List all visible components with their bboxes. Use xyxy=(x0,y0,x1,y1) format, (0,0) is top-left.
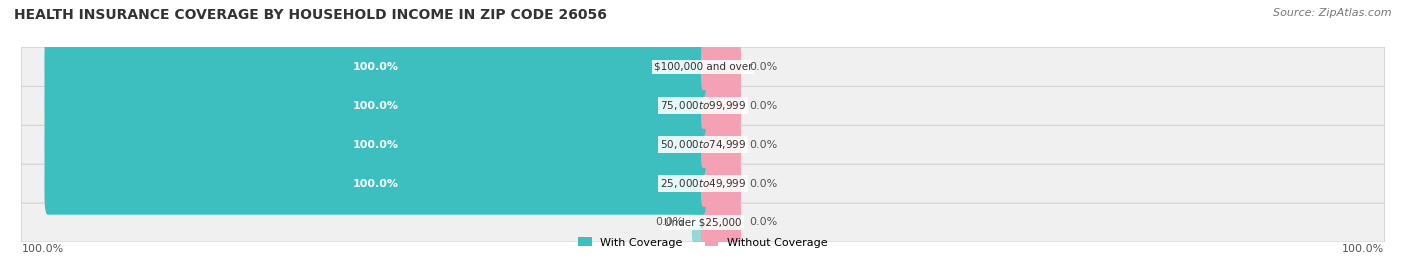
FancyBboxPatch shape xyxy=(45,75,706,137)
FancyBboxPatch shape xyxy=(702,199,741,246)
Text: 100.0%: 100.0% xyxy=(353,101,398,111)
FancyBboxPatch shape xyxy=(702,82,741,129)
FancyBboxPatch shape xyxy=(45,153,706,215)
Text: 100.0%: 100.0% xyxy=(353,179,398,189)
FancyBboxPatch shape xyxy=(21,164,1385,203)
Text: 0.0%: 0.0% xyxy=(749,179,778,189)
Text: 0.0%: 0.0% xyxy=(749,62,778,72)
FancyBboxPatch shape xyxy=(45,36,706,98)
Text: $50,000 to $74,999: $50,000 to $74,999 xyxy=(659,138,747,151)
Text: 0.0%: 0.0% xyxy=(749,140,778,150)
Text: 0.0%: 0.0% xyxy=(655,217,683,228)
FancyBboxPatch shape xyxy=(702,43,741,90)
Text: $25,000 to $49,999: $25,000 to $49,999 xyxy=(659,177,747,190)
FancyBboxPatch shape xyxy=(692,203,704,242)
Text: Source: ZipAtlas.com: Source: ZipAtlas.com xyxy=(1274,8,1392,18)
Text: Under $25,000: Under $25,000 xyxy=(664,217,742,228)
Text: $100,000 and over: $100,000 and over xyxy=(654,62,752,72)
FancyBboxPatch shape xyxy=(21,203,1385,242)
FancyBboxPatch shape xyxy=(21,86,1385,125)
FancyBboxPatch shape xyxy=(45,114,706,176)
Text: 0.0%: 0.0% xyxy=(749,101,778,111)
Text: 100.0%: 100.0% xyxy=(353,62,398,72)
Text: HEALTH INSURANCE COVERAGE BY HOUSEHOLD INCOME IN ZIP CODE 26056: HEALTH INSURANCE COVERAGE BY HOUSEHOLD I… xyxy=(14,8,607,22)
Text: 100.0%: 100.0% xyxy=(1343,244,1385,254)
Text: 0.0%: 0.0% xyxy=(749,217,778,228)
Text: 100.0%: 100.0% xyxy=(21,244,63,254)
FancyBboxPatch shape xyxy=(21,47,1385,86)
FancyBboxPatch shape xyxy=(21,125,1385,164)
Text: $75,000 to $99,999: $75,000 to $99,999 xyxy=(659,99,747,112)
Text: 100.0%: 100.0% xyxy=(353,140,398,150)
Legend: With Coverage, Without Coverage: With Coverage, Without Coverage xyxy=(574,233,832,252)
FancyBboxPatch shape xyxy=(702,160,741,207)
FancyBboxPatch shape xyxy=(702,121,741,168)
